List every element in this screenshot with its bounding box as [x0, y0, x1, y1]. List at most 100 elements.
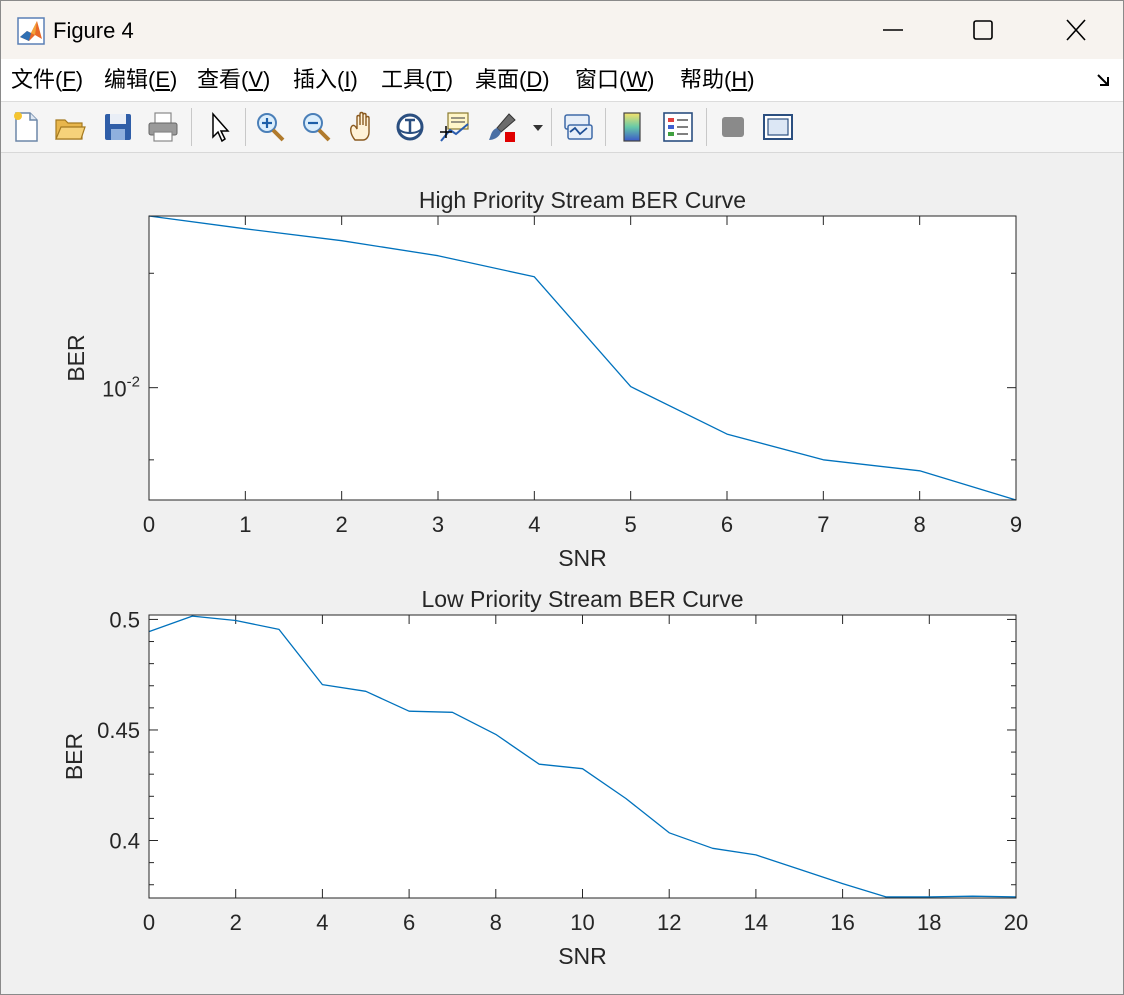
series-line — [148, 615, 1017, 898]
menu-label: 工具( — [381, 67, 433, 92]
y-tick-label: 0.45 — [97, 718, 140, 743]
x-tick-label: 4 — [528, 512, 540, 537]
toolbar-separator — [706, 108, 707, 146]
menu-accelerator-key: E — [155, 67, 171, 92]
close-button[interactable] — [1056, 13, 1096, 47]
menu-item-w[interactable]: 窗口(W) — [575, 67, 654, 93]
menu-label-end: ) — [170, 67, 178, 92]
y-tick-label: 0.4 — [109, 829, 140, 854]
maximize-button[interactable] — [963, 13, 1003, 47]
colorbar-icon[interactable] — [616, 110, 650, 144]
menu-item-f[interactable]: 文件(F) — [11, 67, 83, 93]
link-plot-icon[interactable] — [561, 110, 595, 144]
plot-area — [149, 615, 1016, 898]
menu-item-d[interactable]: 桌面(D) — [475, 67, 550, 93]
menu-label-end: ) — [542, 67, 550, 92]
y-axis-label: BER — [61, 733, 87, 780]
plot-area — [149, 216, 1016, 500]
x-tick-label: 9 — [1010, 512, 1022, 537]
toolbar-separator — [245, 108, 246, 146]
x-tick-label: 0 — [143, 512, 155, 537]
high-priority-axes: 0 1 2 3 4 5 6 7 8 9 10-2 High Priority Stream BER C… — [63, 187, 1022, 571]
menu-accelerator-key: D — [526, 67, 543, 92]
x-tick-label: 20 — [1004, 910, 1028, 935]
menu-accelerator-key: V — [248, 67, 264, 92]
menu-item-t[interactable]: 工具(T) — [381, 67, 453, 93]
menu-label-end: ) — [747, 67, 755, 92]
open-file-icon[interactable] — [53, 110, 87, 144]
title-bar: Figure 4 — [1, 1, 1123, 59]
x-tick-label: 8 — [490, 910, 502, 935]
low-priority-axes: 0 2 4 6 8 10 12 14 16 18 20 0.4 0.45 0.5 Low Priority … — [61, 586, 1028, 969]
x-tick-label: 5 — [625, 512, 637, 537]
toolbar-collapse-arrow-icon[interactable] — [1095, 71, 1113, 89]
show-tools-icon[interactable] — [761, 110, 795, 144]
brush-dropdown-icon[interactable] — [530, 110, 546, 144]
x-tick-label: 2 — [336, 512, 348, 537]
print-icon[interactable] — [146, 110, 180, 144]
brush-icon[interactable] — [485, 110, 519, 144]
axes-box — [148, 215, 1017, 501]
x-tick-label: 10 — [570, 910, 594, 935]
menu-item-e[interactable]: 编辑(E) — [104, 67, 177, 93]
rotate-3d-icon[interactable] — [393, 110, 427, 144]
menu-label: 桌面( — [475, 67, 527, 92]
menu-label-end: ) — [647, 67, 655, 92]
legend-icon[interactable] — [661, 110, 695, 144]
y-tick-label: 0.5 — [109, 607, 140, 632]
menu-label-end: ) — [445, 67, 454, 92]
x-tick-label: 16 — [830, 910, 854, 935]
menu-accelerator-key: T — [432, 67, 446, 92]
pan-hand-icon[interactable] — [346, 110, 380, 144]
hide-tools-icon[interactable] — [716, 110, 750, 144]
x-tick-label: 3 — [432, 512, 444, 537]
menu-item-h[interactable]: 帮助(H) — [680, 67, 755, 93]
zoom-in-icon[interactable] — [253, 110, 287, 144]
axes-box — [148, 614, 1017, 899]
x-tick-label: 2 — [230, 910, 242, 935]
new-figure-icon[interactable] — [9, 110, 43, 144]
save-icon[interactable] — [101, 110, 135, 144]
x-axis-label: SNR — [558, 943, 607, 969]
series-line — [148, 215, 1017, 501]
x-tick-label: 18 — [917, 910, 941, 935]
x-tick-label: 6 — [403, 910, 415, 935]
toolbar-separator — [551, 108, 552, 146]
x-tick-label: 12 — [657, 910, 681, 935]
menu-label: 窗口( — [575, 67, 627, 92]
x-tick-label: 4 — [316, 910, 328, 935]
y-axis-label: BER — [63, 334, 89, 381]
y-tick-label-exponent: -2 — [127, 374, 140, 391]
window-title: Figure 4 — [53, 18, 134, 43]
menu-accelerator-key: F — [62, 67, 76, 92]
menu-item-i[interactable]: 插入(I) — [293, 67, 358, 93]
menu-bar: 文件(F) 编辑(E) 查看(V) 插入(I) 工具(T) 桌面(D) 窗口(W) 帮助(H) — [1, 59, 1123, 102]
menu-label: 查看( — [197, 67, 249, 92]
zoom-out-icon[interactable] — [299, 110, 333, 144]
chart-title: Low Priority Stream BER Curve — [421, 586, 743, 612]
x-tick-label: 14 — [744, 910, 768, 935]
menu-label: 插入( — [293, 67, 345, 92]
y-tick-label-base: 10 — [102, 377, 126, 402]
menu-label: 帮助( — [680, 67, 732, 92]
menu-label: 文件( — [11, 67, 63, 92]
pointer-icon[interactable] — [203, 110, 237, 144]
menu-label-end: ) — [350, 67, 358, 92]
menu-item-v[interactable]: 查看(V) — [197, 67, 270, 93]
menu-accelerator-key: I — [344, 67, 351, 92]
menu-accelerator-key: H — [731, 67, 748, 92]
x-tick-label: 8 — [914, 512, 926, 537]
figure-toolbar — [1, 102, 1123, 153]
chart-title: High Priority Stream BER Curve — [419, 187, 746, 213]
minimize-button[interactable] — [873, 13, 913, 47]
x-tick-label: 6 — [721, 512, 733, 537]
y-tick-label: 10-2 — [102, 374, 140, 402]
toolbar-separator — [191, 108, 192, 146]
menu-label-end: ) — [75, 67, 84, 92]
x-tick-label: 0 — [143, 910, 155, 935]
menu-accelerator-key: W — [626, 67, 648, 92]
x-tick-label: 7 — [817, 512, 829, 537]
data-cursor-icon[interactable] — [438, 110, 472, 144]
menu-label: 编辑( — [104, 67, 156, 92]
